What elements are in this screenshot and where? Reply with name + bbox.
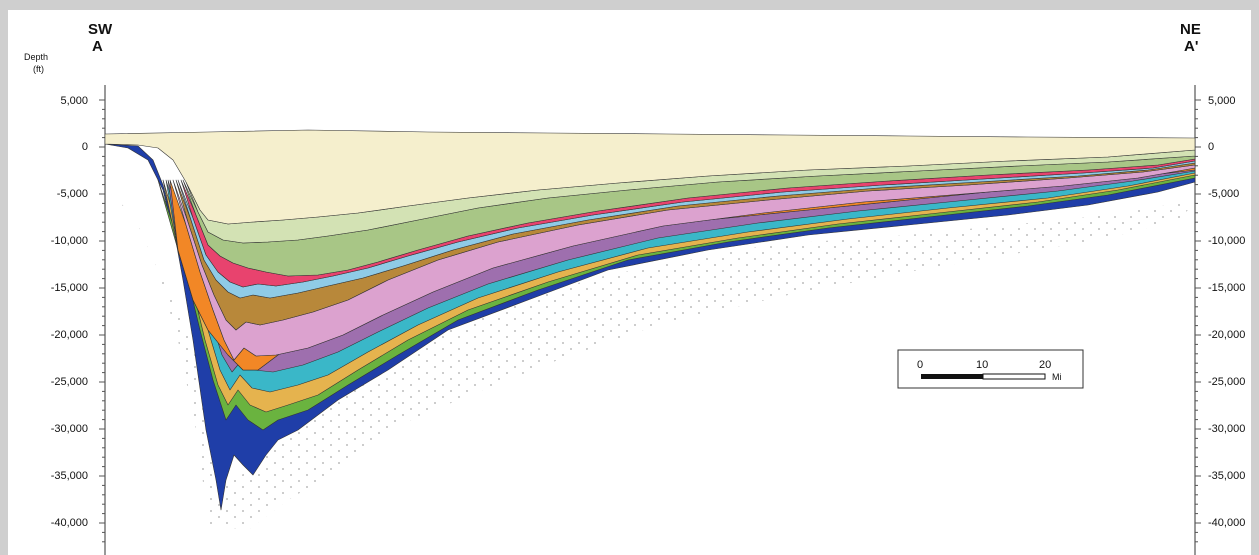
tick-label-right: -20,000 bbox=[1208, 329, 1245, 341]
tick-label-left: 5,000 bbox=[60, 95, 88, 107]
a-prime-label: A' bbox=[1184, 38, 1198, 55]
scale-bar: 0 10 20 Mi bbox=[897, 349, 1084, 389]
tick-label-left: -20,000 bbox=[51, 329, 88, 341]
tick-label-right: -5,000 bbox=[1208, 188, 1239, 200]
stratigraphic-layers bbox=[104, 129, 1196, 511]
left-tick-labels: 5,000 0 -5,000 -10,000 -15,000 -20,000 -… bbox=[51, 95, 88, 529]
tick-label-right: -30,000 bbox=[1208, 423, 1245, 435]
tick-label-left: -40,000 bbox=[51, 517, 88, 529]
sw-label: SW bbox=[88, 21, 113, 38]
tick-label-left: -25,000 bbox=[51, 376, 88, 388]
tick-label-left: -15,000 bbox=[51, 282, 88, 294]
scale-tick-0: 0 bbox=[917, 359, 923, 371]
tick-label-left: -35,000 bbox=[51, 470, 88, 482]
tick-label-right: -10,000 bbox=[1208, 235, 1245, 247]
ne-label: NE bbox=[1180, 21, 1201, 38]
minor-depth-ticks bbox=[99, 99, 1201, 543]
cross-section-panel: 5,000 0 -5,000 -10,000 -15,000 -20,000 -… bbox=[8, 10, 1251, 555]
tick-label-right: -15,000 bbox=[1208, 282, 1245, 294]
tick-label-left: -10,000 bbox=[51, 235, 88, 247]
tick-label-right: 0 bbox=[1208, 141, 1214, 153]
basement-stipple bbox=[118, 200, 1198, 530]
scale-unit: Mi bbox=[1052, 372, 1062, 382]
tick-label-left: 0 bbox=[82, 141, 88, 153]
tick-label-right: 5,000 bbox=[1208, 95, 1236, 107]
depth-label: Depth bbox=[24, 52, 48, 62]
scale-tick-10: 10 bbox=[976, 359, 988, 371]
right-tick-labels: 5,000 0 -5,000 -10,000 -15,000 -20,000 -… bbox=[1208, 95, 1245, 529]
cross-section-svg: 5,000 0 -5,000 -10,000 -15,000 -20,000 -… bbox=[24, 21, 1245, 555]
tick-label-right: -25,000 bbox=[1208, 376, 1245, 388]
tick-label-right: -40,000 bbox=[1208, 517, 1245, 529]
tick-label-left: -30,000 bbox=[51, 423, 88, 435]
layer-top-sediment bbox=[104, 129, 1196, 225]
tick-label-right: -35,000 bbox=[1208, 470, 1245, 482]
tick-label-left: -5,000 bbox=[57, 188, 88, 200]
depth-unit-label: (ft) bbox=[33, 64, 44, 74]
scale-tick-20: 20 bbox=[1039, 359, 1051, 371]
a-label: A bbox=[92, 38, 103, 55]
